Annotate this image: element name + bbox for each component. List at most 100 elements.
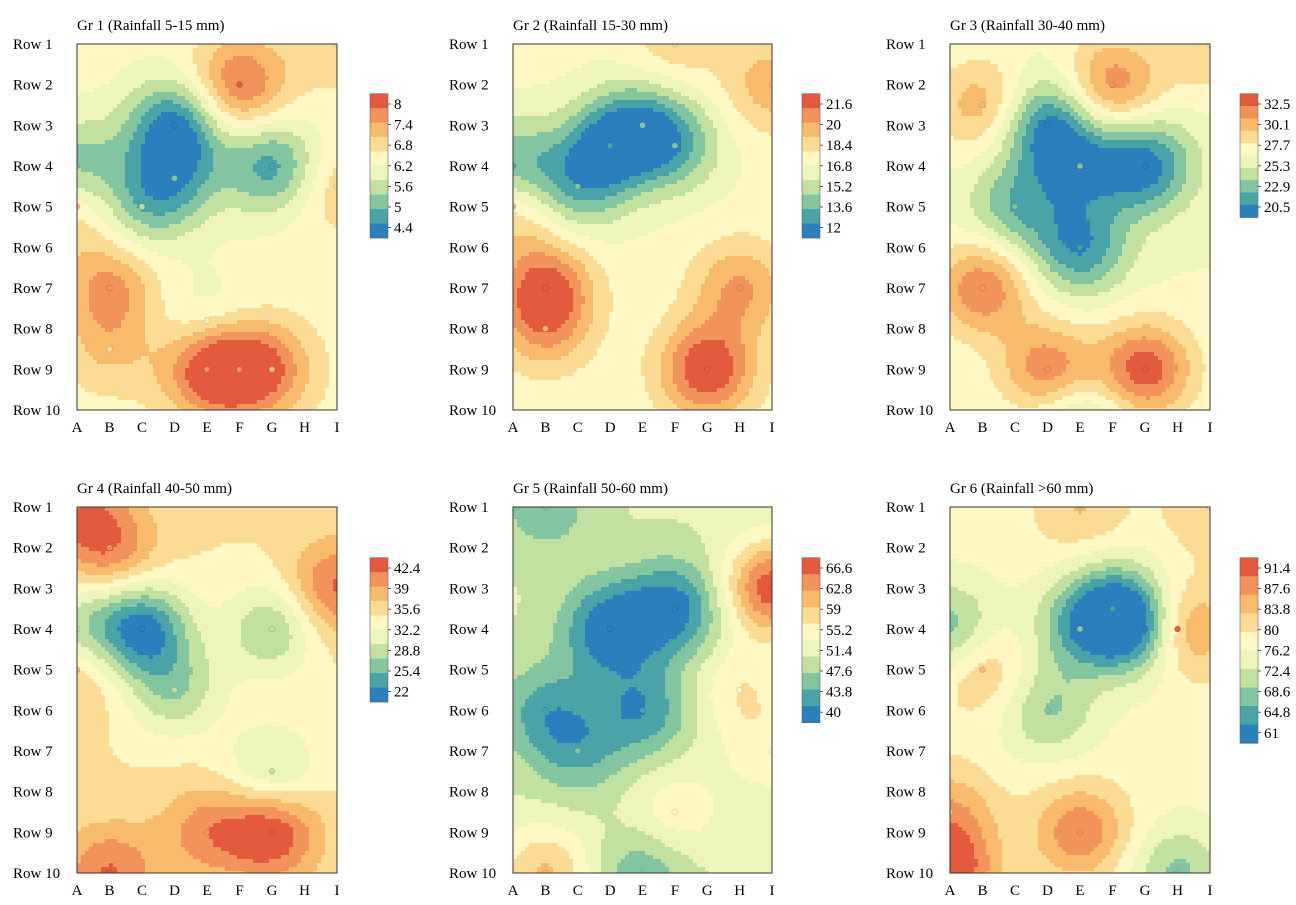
row-label: Row 6	[13, 703, 53, 719]
chart-title: Gr 2 (Rainfall 15-30 mm)	[513, 18, 668, 34]
col-label: E	[638, 883, 647, 899]
hotspot-B-7	[979, 284, 986, 292]
hotspot-B-2.5	[979, 101, 986, 109]
hotspot-I-2	[768, 81, 772, 88]
col-label: G	[1140, 420, 1151, 436]
colorbar-tick-label: 35.6	[394, 602, 421, 618]
col-label: A	[945, 883, 956, 899]
hotspot-E-3	[639, 122, 646, 129]
row-label: Row 7	[449, 281, 489, 297]
colorbar-tick-label: 83.8	[1264, 602, 1290, 618]
col-label: I	[1208, 420, 1213, 436]
hotspot-A-4	[77, 625, 81, 633]
colorbar-segment	[370, 165, 388, 181]
hotspot-G-4	[268, 162, 276, 170]
hotspot-H-4	[1174, 625, 1181, 633]
hotspot-B-7	[106, 284, 113, 292]
row-label: Row 5	[449, 663, 489, 679]
colorbar-tick-label: 55.2	[826, 623, 852, 639]
chart-title: Gr 6 (Rainfall >60 mm)	[950, 481, 1093, 497]
col-label: B	[540, 883, 550, 899]
colorbar: 8 7.4 6.8 6.2 5.6 5 4.4	[369, 93, 413, 239]
row-label: Row 4	[13, 159, 53, 175]
colorbar-segment	[1240, 143, 1258, 156]
hotspot-E-9	[203, 829, 211, 836]
colorbar-tick-label: 32.2	[394, 623, 420, 639]
col-label: G	[702, 420, 713, 436]
colorbar-segment	[802, 180, 820, 196]
colorbar-segment	[370, 194, 388, 210]
colorbar-tick-label: 16.8	[826, 159, 852, 175]
colorbar-segment	[802, 656, 820, 674]
colorbar-segment	[1240, 130, 1258, 144]
col-label: F	[671, 420, 679, 436]
hotspot-E-9	[203, 366, 211, 373]
colorbar-segment	[1240, 594, 1258, 614]
col-label: D	[605, 420, 616, 436]
hotspot-B-7	[542, 284, 549, 292]
colorbar: 66.6 62.8 59 55.2 51.4 47.6 43.8 40	[801, 557, 853, 723]
col-label: I	[1208, 883, 1213, 899]
colorbar-segment	[802, 209, 820, 224]
colorbar-tick-label: 21.6	[826, 97, 853, 113]
col-label: B	[104, 420, 114, 436]
col-label: C	[573, 420, 583, 436]
col-label: G	[702, 883, 713, 899]
col-label: D	[1042, 883, 1053, 899]
colorbar-segment	[802, 706, 820, 723]
colorbar-segment	[1240, 167, 1258, 181]
row-label: Row 2	[13, 541, 53, 557]
colorbar-tick-label: 5	[394, 200, 402, 216]
col-label: E	[202, 420, 211, 436]
row-label: Row 4	[449, 622, 489, 638]
row-label: Row 7	[13, 744, 53, 760]
colorbar-tick-label: 59	[826, 602, 841, 618]
colorbar-tick-label: 62.8	[826, 582, 852, 598]
colorbar-tick-label: 4.4	[394, 221, 413, 237]
col-label: B	[540, 420, 550, 436]
colorbar-tick-label: 64.8	[1264, 705, 1290, 721]
row-label: Row 2	[449, 541, 489, 557]
col-label: I	[335, 420, 340, 436]
panel-6: Gr 6 (Rainfall >60 mm) Row 1 Row 2 Row 3 Row…	[886, 481, 1291, 899]
col-label: F	[1108, 883, 1116, 899]
colorbar-segment	[370, 600, 388, 616]
col-label: G	[267, 420, 278, 436]
colorbar-segment	[370, 93, 388, 109]
colorbar-tick-label: 7.4	[394, 118, 413, 134]
col-label: A	[72, 420, 83, 436]
row-label: Row 8	[13, 785, 53, 801]
hotspot-D-4	[606, 625, 614, 633]
hotspot-C-4	[138, 625, 146, 633]
colorbar-tick-label: 20.5	[1264, 200, 1290, 216]
colorbar-segment	[1240, 118, 1258, 132]
hotspot-H-10	[1174, 869, 1181, 873]
hotspot-A-5	[77, 203, 81, 210]
panel-1: Gr 1 (Rainfall 5-15 mm) Row 1 Row 2 Row 3 Ro…	[13, 18, 413, 436]
row-label: Row 6	[449, 240, 489, 256]
colorbar-segment	[802, 574, 820, 592]
row-label: Row 1	[13, 500, 53, 516]
hotspot-F-1	[671, 44, 679, 48]
hotspot-G-9	[268, 829, 276, 836]
col-label: F	[671, 883, 679, 899]
colorbar-segment	[370, 557, 388, 573]
hotspot-A-4	[77, 162, 81, 170]
panel-4: Gr 4 (Rainfall 40-50 mm) Row 1 Row 2 Row 3 R…	[13, 481, 421, 899]
row-label: Row 8	[13, 322, 53, 338]
colorbar-segment	[802, 607, 820, 625]
hotspot-A-5	[513, 203, 517, 210]
col-label: B	[977, 420, 987, 436]
row-label: Row 3	[13, 118, 53, 134]
hotspot-G-7.5	[268, 768, 276, 775]
colorbar-tick-label: 47.6	[826, 664, 853, 680]
col-label: C	[137, 420, 147, 436]
col-label: D	[169, 420, 180, 436]
col-label: C	[1010, 883, 1020, 899]
colorbar-segment	[802, 151, 820, 167]
hotspot-D-4.3	[171, 174, 178, 182]
colorbar: 21.6 20 18.4 16.8 15.2 13.6 12	[801, 93, 853, 239]
colorbar-segment	[802, 194, 820, 210]
colorbar-segment	[802, 223, 820, 239]
